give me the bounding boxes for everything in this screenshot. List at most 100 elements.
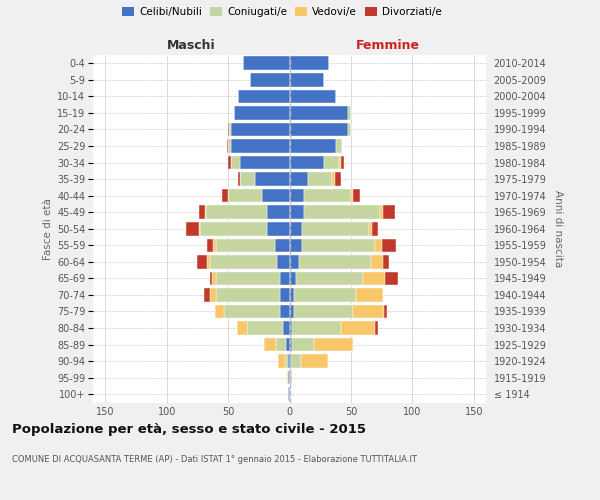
Bar — [290, 338, 292, 351]
Bar — [353, 304, 384, 318]
Bar — [288, 371, 290, 384]
Bar — [290, 322, 292, 335]
Bar — [296, 272, 363, 285]
Bar — [372, 222, 378, 235]
Bar — [292, 338, 314, 351]
Bar — [290, 272, 296, 285]
Bar — [228, 156, 230, 170]
Bar — [290, 354, 291, 368]
Bar — [278, 354, 284, 368]
Bar — [290, 172, 308, 186]
Bar — [336, 139, 343, 153]
Bar — [295, 288, 356, 302]
Bar — [332, 172, 335, 186]
Bar — [243, 56, 290, 70]
Text: Femmine: Femmine — [356, 38, 420, 52]
Bar — [216, 288, 280, 302]
Bar — [356, 288, 383, 302]
Bar — [288, 354, 290, 368]
Bar — [209, 288, 216, 302]
Bar — [241, 156, 290, 170]
Bar — [304, 189, 351, 202]
Legend: Celibi/Nubili, Coniugati/e, Vedovi/e, Divorziati/e: Celibi/Nubili, Coniugati/e, Vedovi/e, Di… — [121, 5, 443, 20]
Bar — [290, 106, 349, 120]
Bar — [290, 189, 304, 202]
Bar — [335, 172, 341, 186]
Bar — [380, 206, 383, 219]
Bar — [247, 322, 283, 335]
Bar — [290, 304, 295, 318]
Bar — [268, 222, 290, 235]
Bar — [295, 304, 353, 318]
Bar — [353, 189, 359, 202]
Bar — [290, 156, 324, 170]
Bar — [370, 222, 372, 235]
Bar — [349, 122, 351, 136]
Bar — [200, 222, 268, 235]
Bar — [280, 272, 290, 285]
Bar — [304, 206, 380, 219]
Bar — [238, 172, 241, 186]
Bar — [203, 288, 209, 302]
Bar — [308, 172, 332, 186]
Bar — [376, 322, 378, 335]
Bar — [230, 122, 290, 136]
Bar — [385, 272, 398, 285]
Bar — [264, 338, 276, 351]
Bar — [230, 139, 290, 153]
Bar — [187, 222, 199, 235]
Bar — [288, 388, 290, 401]
Bar — [228, 189, 262, 202]
Bar — [376, 238, 382, 252]
Bar — [286, 338, 290, 351]
Bar — [292, 322, 341, 335]
Bar — [383, 255, 389, 268]
Bar — [197, 255, 207, 268]
Bar — [290, 388, 291, 401]
Bar — [228, 139, 230, 153]
Bar — [262, 189, 290, 202]
Bar — [207, 238, 214, 252]
Bar — [290, 255, 299, 268]
Bar — [290, 371, 292, 384]
Bar — [290, 139, 336, 153]
Bar — [216, 272, 280, 285]
Bar — [222, 189, 228, 202]
Bar — [227, 139, 228, 153]
Bar — [302, 238, 376, 252]
Bar — [250, 73, 290, 86]
Bar — [199, 222, 200, 235]
Bar — [275, 238, 290, 252]
Bar — [301, 354, 328, 368]
Text: Popolazione per età, sesso e stato civile - 2015: Popolazione per età, sesso e stato civil… — [12, 422, 366, 436]
Bar — [255, 172, 290, 186]
Bar — [238, 90, 290, 103]
Bar — [207, 255, 209, 268]
Bar — [230, 156, 241, 170]
Bar — [302, 222, 370, 235]
Bar — [215, 304, 224, 318]
Bar — [290, 73, 324, 86]
Bar — [209, 255, 277, 268]
Bar — [209, 272, 212, 285]
Bar — [383, 206, 395, 219]
Bar — [284, 354, 288, 368]
Bar — [290, 206, 304, 219]
Bar — [290, 56, 329, 70]
Bar — [280, 288, 290, 302]
Bar — [290, 90, 336, 103]
Bar — [268, 206, 290, 219]
Bar — [363, 272, 385, 285]
Bar — [341, 156, 344, 170]
Bar — [338, 156, 341, 170]
Bar — [283, 322, 290, 335]
Bar — [349, 106, 351, 120]
Bar — [382, 238, 397, 252]
Bar — [236, 322, 247, 335]
Bar — [241, 172, 255, 186]
Bar — [224, 304, 280, 318]
Bar — [351, 189, 353, 202]
Bar — [287, 371, 288, 384]
Bar — [228, 122, 229, 136]
Bar — [229, 122, 230, 136]
